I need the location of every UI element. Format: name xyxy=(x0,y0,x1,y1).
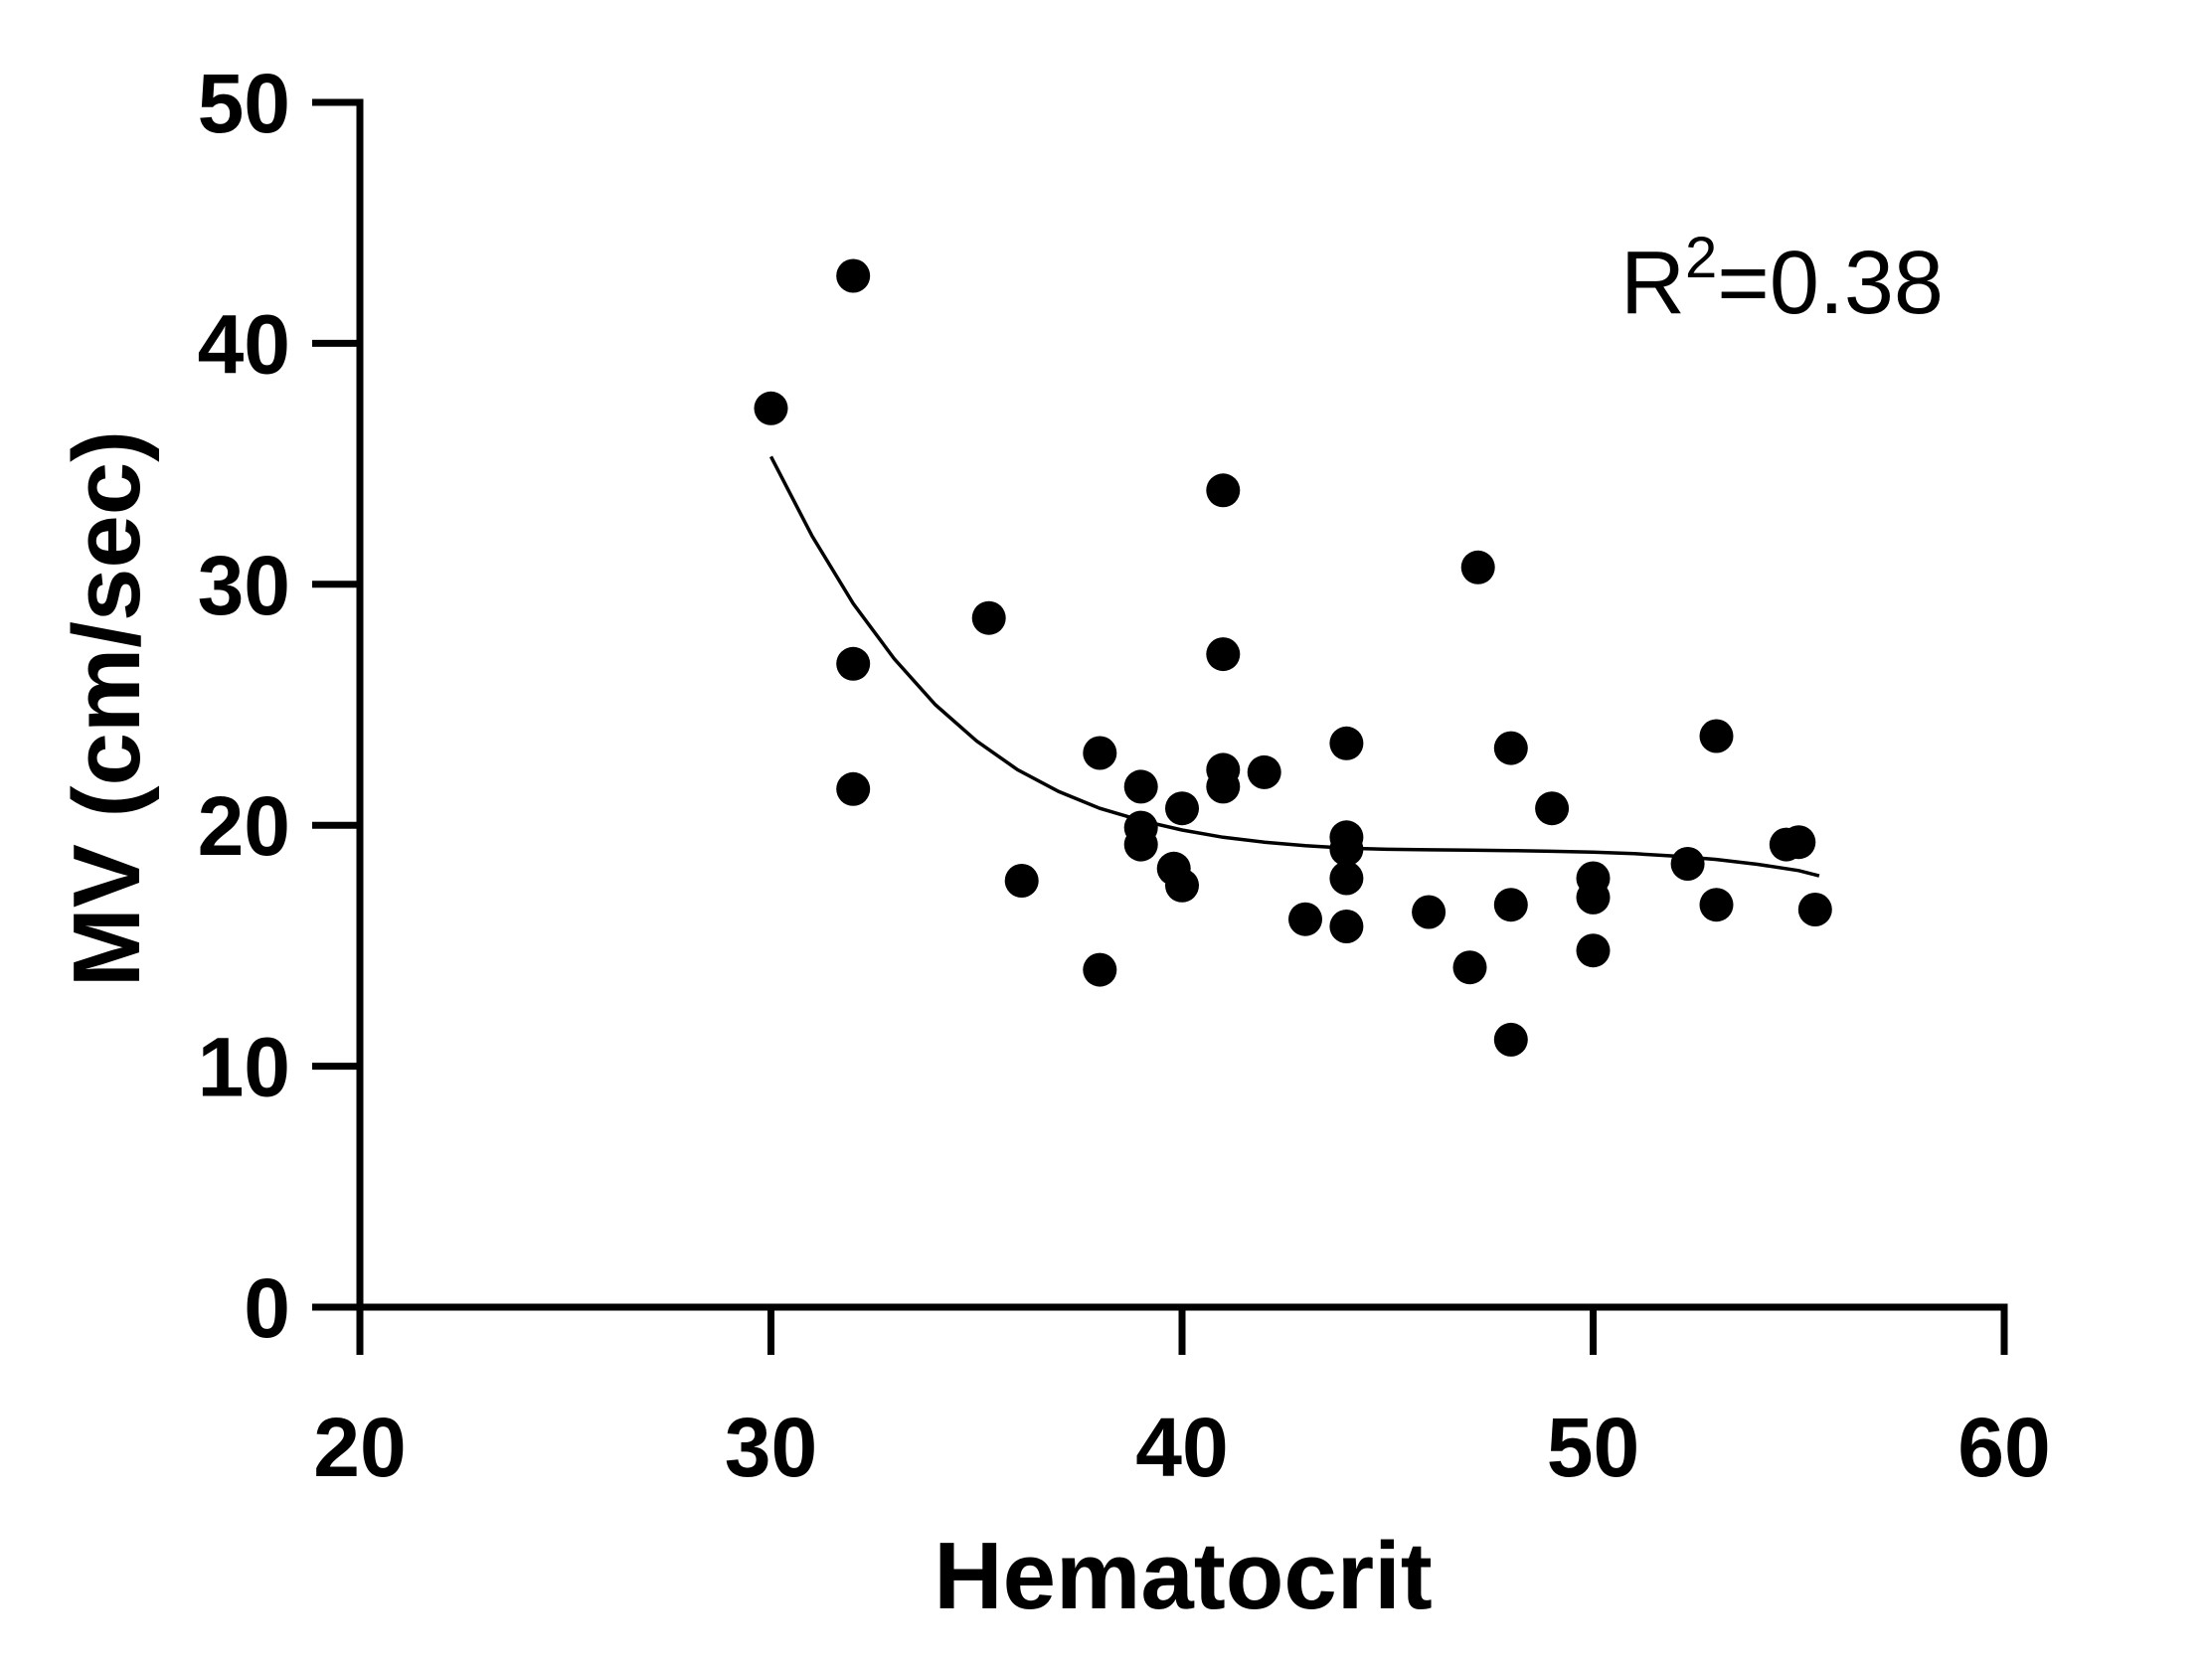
data-point-35 xyxy=(1576,933,1611,968)
x-axis-title: Hematocrit xyxy=(934,1523,1432,1629)
data-point-37 xyxy=(1699,719,1734,753)
x-tick-label-60: 60 xyxy=(1957,1401,2050,1494)
y-axis-title: MV (cm/sec) xyxy=(54,430,160,987)
data-point-26 xyxy=(1412,895,1446,929)
data-point-41 xyxy=(1797,893,1832,926)
y-tick-label-30: 30 xyxy=(198,539,290,632)
y-tick-label-0: 0 xyxy=(244,1261,290,1355)
data-point-8 xyxy=(1083,952,1117,987)
x-tick-label-20: 20 xyxy=(313,1401,406,1494)
data-point-5 xyxy=(971,600,1006,635)
data-point-28 xyxy=(1460,550,1495,584)
data-point-16 xyxy=(1206,637,1241,672)
data-point-32 xyxy=(1535,791,1570,826)
data-point-27 xyxy=(1452,950,1487,985)
x-tick-label-40: 40 xyxy=(1135,1401,1228,1494)
data-point-9 xyxy=(1123,769,1158,804)
data-point-21 xyxy=(1329,726,1364,760)
y-tick-label-50: 50 xyxy=(198,57,290,150)
fit-curve-layer xyxy=(768,455,1820,878)
r-squared-superscript: 2 xyxy=(1685,226,1717,290)
data-point-14 xyxy=(1165,868,1199,903)
data-point-7 xyxy=(1083,736,1117,770)
data-point-20 xyxy=(1288,902,1322,936)
y-tick-label-10: 10 xyxy=(198,1021,290,1114)
data-point-23 xyxy=(1329,832,1364,867)
data-point-29 xyxy=(1493,731,1528,765)
data-point-11 xyxy=(1123,827,1158,862)
data-point-25 xyxy=(1329,910,1364,943)
data-point-1 xyxy=(754,391,788,425)
data-point-40 xyxy=(1782,825,1816,860)
data-point-3 xyxy=(836,646,871,681)
tick-labels: 20 30 40 50 60 0 10 20 30 40 50 xyxy=(198,57,2051,1494)
data-point-4 xyxy=(836,771,871,806)
y-tick-label-40: 40 xyxy=(198,297,290,391)
fit-curve xyxy=(768,455,1820,878)
data-point-18 xyxy=(1206,769,1241,804)
axes xyxy=(312,98,2008,1355)
data-point-36 xyxy=(1670,847,1705,881)
data-points xyxy=(754,258,1832,1057)
data-point-31 xyxy=(1493,1022,1528,1057)
data-point-6 xyxy=(1004,864,1039,898)
data-point-15 xyxy=(1206,473,1241,508)
r-squared-value: =0.38 xyxy=(1717,234,1944,333)
data-point-38 xyxy=(1699,888,1734,922)
data-point-19 xyxy=(1247,754,1281,789)
data-point-24 xyxy=(1329,861,1364,896)
data-point-2 xyxy=(836,258,871,293)
y-tick-label-20: 20 xyxy=(198,779,290,873)
x-tick-label-50: 50 xyxy=(1547,1401,1639,1494)
data-point-30 xyxy=(1493,888,1528,922)
r-squared-base: R xyxy=(1620,234,1685,333)
x-tick-label-30: 30 xyxy=(725,1401,817,1494)
data-point-13 xyxy=(1165,791,1199,826)
r-squared-annotation: R2=0.38 xyxy=(1620,226,1944,333)
data-point-34 xyxy=(1576,880,1611,915)
